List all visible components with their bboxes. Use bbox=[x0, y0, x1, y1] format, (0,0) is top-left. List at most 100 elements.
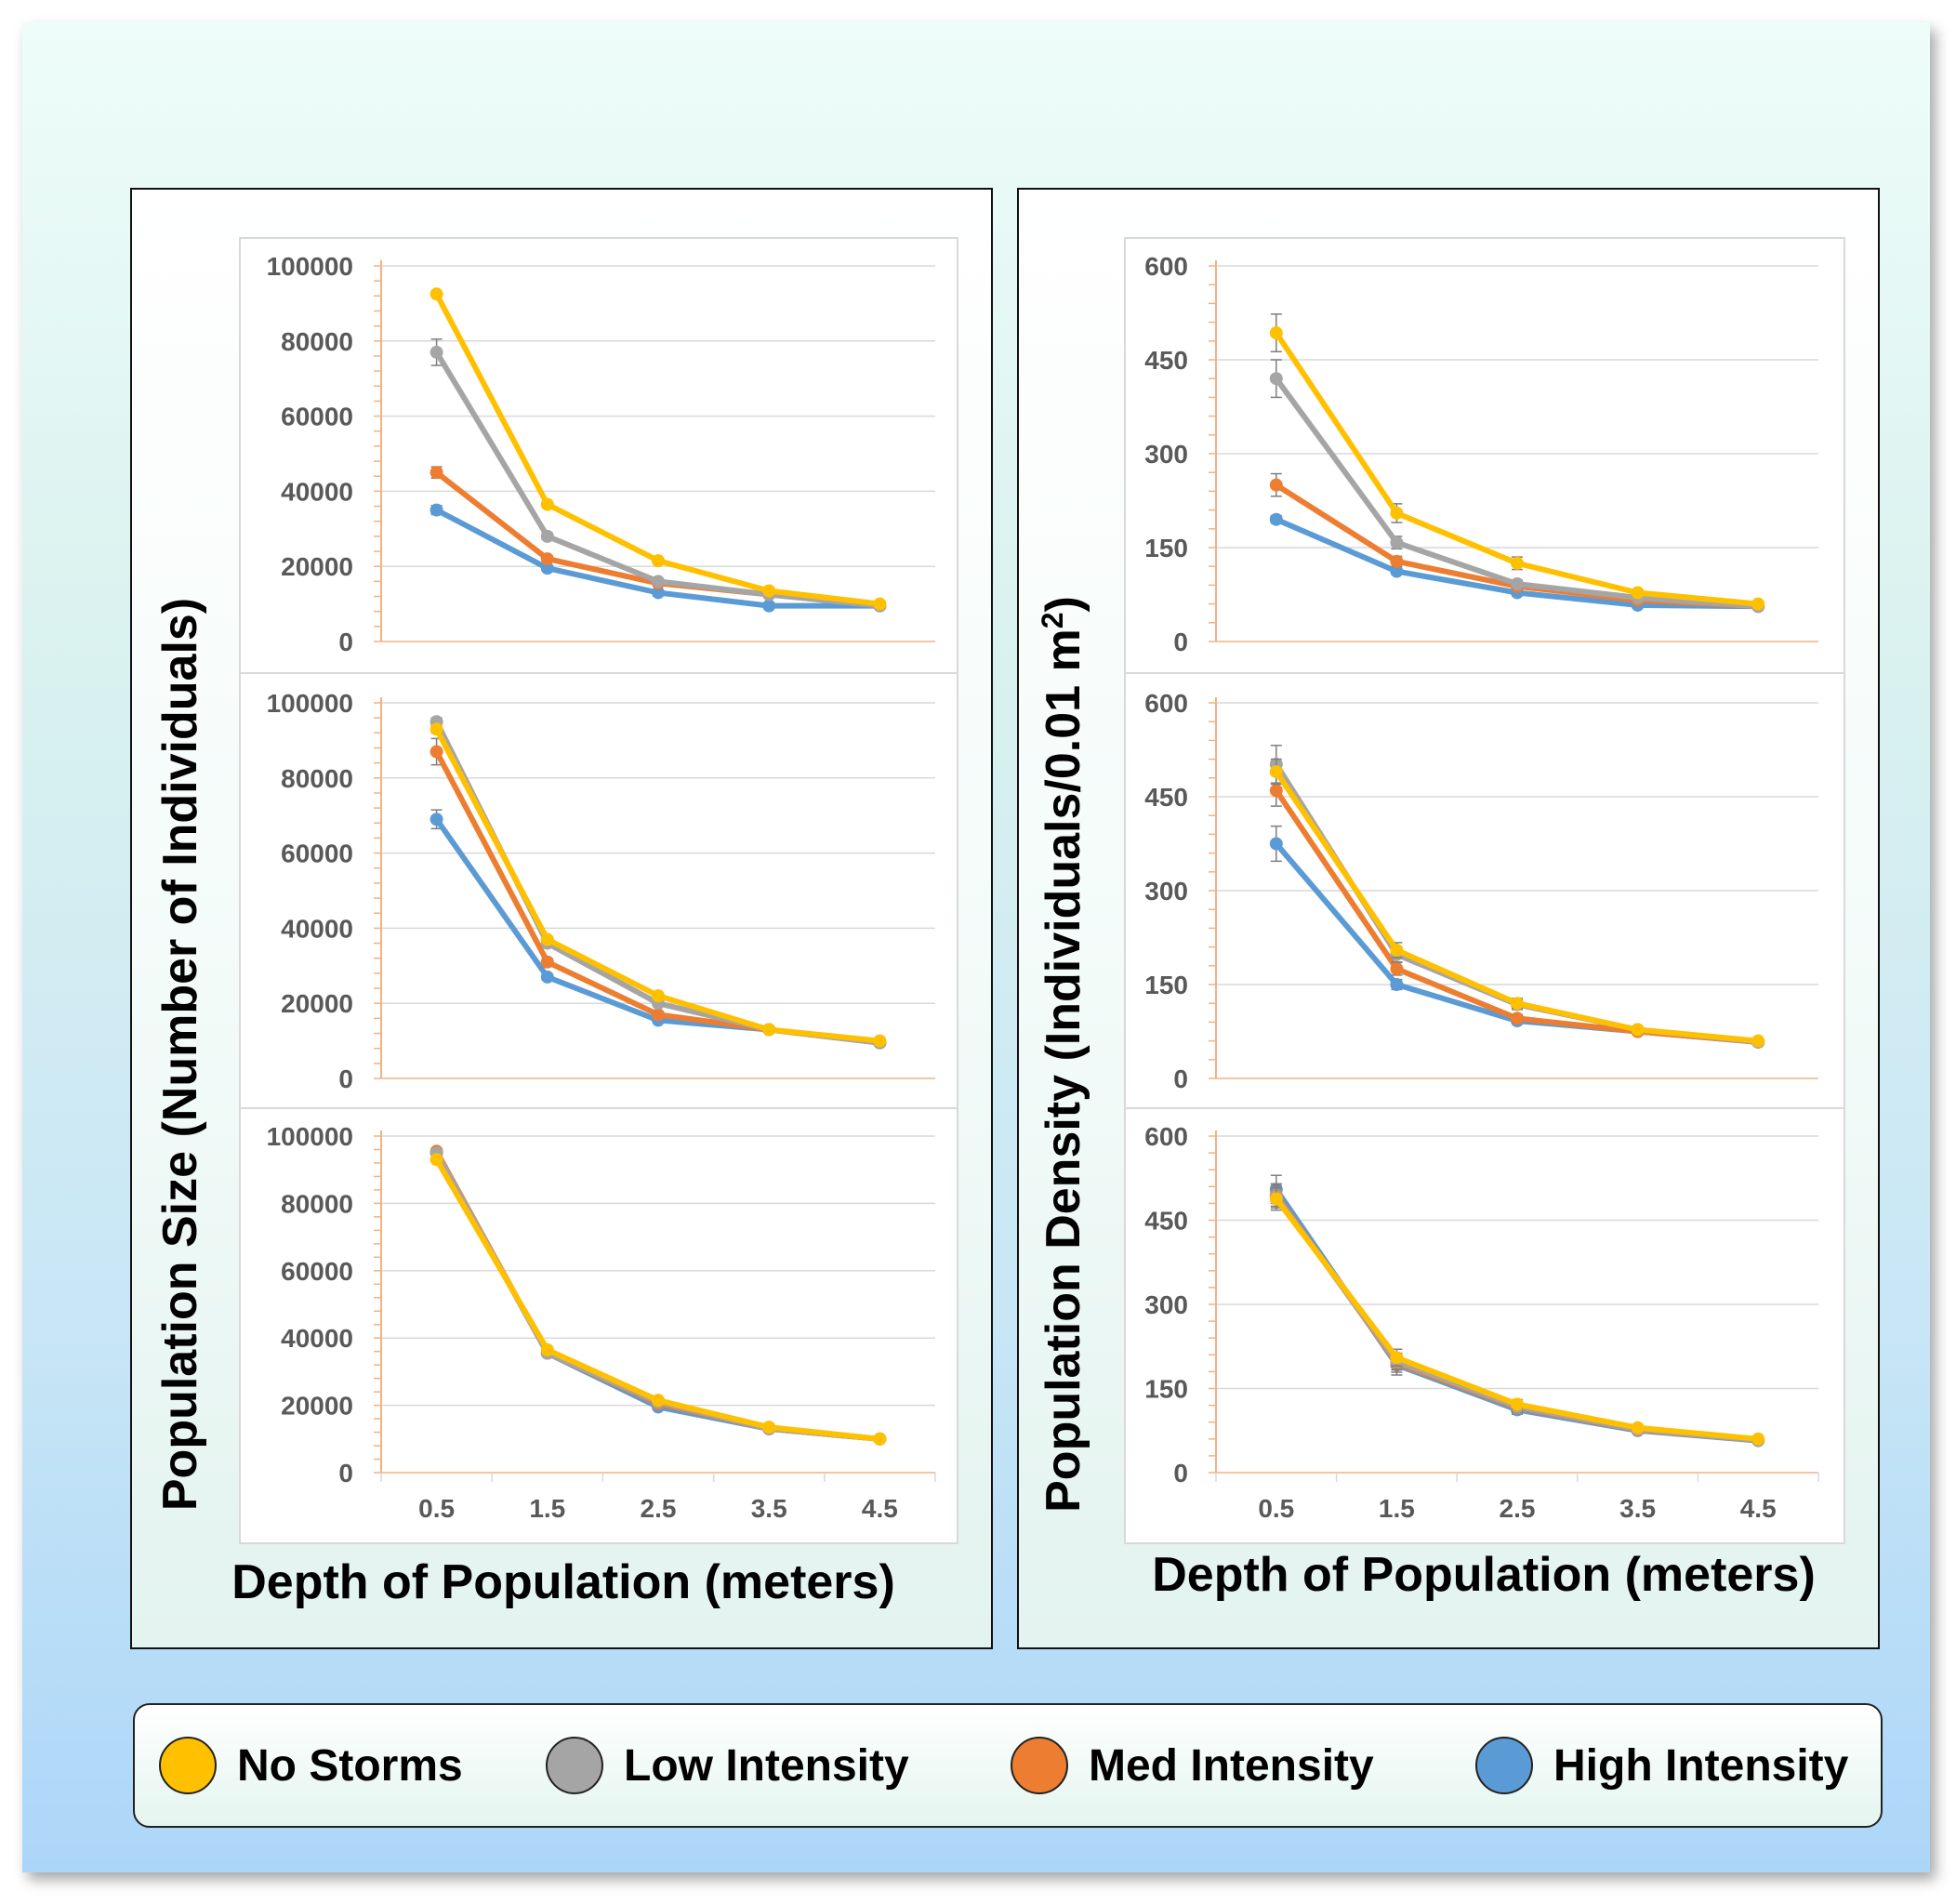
legend-item-med-intensity: Med Intensity bbox=[1011, 1705, 1374, 1826]
left-row1-point-no-storms bbox=[652, 989, 665, 1003]
right-row2-point-no-storms bbox=[1751, 1432, 1765, 1446]
left-row1-chart: 0 20000 40000 60000 80000 100000 bbox=[239, 672, 958, 1109]
right-row0-point-low-intensity bbox=[1511, 577, 1524, 591]
right-row1-series-no-storms bbox=[1269, 758, 1765, 1048]
legend-label-high-intensity: High Intensity bbox=[1553, 1740, 1849, 1791]
right-row0-point-no-storms bbox=[1751, 597, 1765, 611]
legend-label-low-intensity: Low Intensity bbox=[624, 1740, 909, 1791]
left-row1-y-tick-label: 20000 bbox=[281, 989, 353, 1018]
right-row1-y-tick-label: 600 bbox=[1144, 689, 1188, 718]
left-row1-series-no-storms bbox=[430, 722, 887, 1048]
left-row0-point-high-intensity bbox=[652, 586, 665, 600]
left-row1-y-tick-label: 100000 bbox=[267, 689, 353, 718]
left-row0-point-high-intensity bbox=[540, 562, 554, 575]
left-row2-x-tick-label: 0.5 bbox=[418, 1494, 455, 1523]
left-row1-y-tick-label: 60000 bbox=[281, 840, 353, 868]
legend-item-low-intensity: Low Intensity bbox=[546, 1705, 909, 1826]
population-density-plots: 0150300450600015030045060001503004506000… bbox=[1124, 237, 1845, 1544]
left-row0-point-no-storms bbox=[540, 497, 554, 511]
right-row2-plot-area bbox=[1124, 1107, 1845, 1544]
population-size-panel: 0 20000 40000 60000 80000 100000 0 20000 40000 60… bbox=[130, 188, 993, 1649]
left-row0-point-low-intensity bbox=[652, 575, 665, 588]
right-row1-y-tick-label: 300 bbox=[1144, 877, 1188, 906]
left-row0-chart: 0 20000 40000 60000 80000 100000 bbox=[239, 237, 958, 674]
left-row2-y-tick-label: 20000 bbox=[281, 1392, 353, 1421]
left-row2-point-no-storms bbox=[540, 1342, 554, 1356]
right-row2-point-no-storms bbox=[1269, 1192, 1283, 1206]
left-row0-point-med-intensity bbox=[430, 466, 443, 480]
right-row1-point-no-storms bbox=[1631, 1023, 1645, 1037]
right-row1-y-tick-label: 150 bbox=[1144, 971, 1188, 999]
left-row2-x-tick-label: 1.5 bbox=[529, 1494, 565, 1523]
left-row0-y-tick-label: 60000 bbox=[281, 403, 353, 431]
left-row2-point-no-storms bbox=[652, 1394, 665, 1408]
right-row2-x-tick-label: 4.5 bbox=[1740, 1494, 1777, 1523]
right-row0-series-no-storms bbox=[1269, 313, 1765, 611]
left-row2-y-tick-label: 60000 bbox=[281, 1257, 353, 1286]
left-row1-point-no-storms bbox=[762, 1023, 776, 1037]
population-size-x-axis-label: Depth of Population (meters) bbox=[231, 1555, 895, 1609]
left-row2-y-tick-label: 40000 bbox=[281, 1324, 353, 1353]
left-row0-point-med-intensity bbox=[540, 552, 554, 566]
right-row0-y-tick-label: 600 bbox=[1144, 252, 1188, 281]
right-row2-point-no-storms bbox=[1511, 1397, 1524, 1411]
right-row0-chart: 0 150 300 450 600 bbox=[1124, 237, 1845, 674]
left-row0-point-no-storms bbox=[652, 554, 665, 568]
left-row1-point-med-intensity bbox=[652, 1008, 665, 1022]
high-intensity-swatch-icon bbox=[1475, 1737, 1533, 1794]
left-row2-y-tick-label: 100000 bbox=[267, 1122, 353, 1151]
right-row2-x-tick-label: 0.5 bbox=[1258, 1494, 1294, 1523]
right-row0-point-low-intensity bbox=[1390, 536, 1404, 549]
left-row0-y-tick-label: 0 bbox=[338, 628, 353, 656]
density-label-main: Population Density (Individuals/0.01 m bbox=[1037, 628, 1091, 1513]
left-row0-point-high-intensity bbox=[430, 503, 443, 517]
right-row2-point-no-storms bbox=[1631, 1421, 1645, 1435]
left-row0-y-tick-label: 100000 bbox=[267, 252, 353, 281]
right-row0-y-tick-label: 450 bbox=[1144, 346, 1188, 375]
right-row1-point-no-storms bbox=[1269, 765, 1283, 779]
left-row1-point-high-intensity bbox=[540, 970, 554, 984]
population-density-x-axis-label: Depth of Population (meters) bbox=[1152, 1548, 1816, 1602]
left-row1-point-no-storms bbox=[540, 932, 554, 946]
figure-frame: 0 20000 40000 60000 80000 100000 0 20000 40000 60… bbox=[22, 22, 1930, 1872]
left-row2-y-tick-label: 80000 bbox=[281, 1189, 353, 1218]
right-row2-y-tick-label: 150 bbox=[1144, 1375, 1188, 1404]
left-row0-point-no-storms bbox=[873, 597, 887, 611]
right-row2-x-tick-label: 2.5 bbox=[1500, 1494, 1536, 1523]
population-density-panel: 0 150 300 450 600 0 150 300 450 600 0 150 300 450 600 0… bbox=[1017, 188, 1880, 1649]
left-row0-y-tick-label: 80000 bbox=[281, 327, 353, 356]
left-row2-y-tick-label: 0 bbox=[338, 1459, 353, 1488]
legend: No Storms Low Intensity Med Intensity Hi… bbox=[133, 1703, 1883, 1828]
right-row1-point-high-intensity bbox=[1269, 837, 1283, 851]
right-row0-point-no-storms bbox=[1269, 326, 1283, 340]
left-row0-point-low-intensity bbox=[540, 529, 554, 543]
right-row0-point-no-storms bbox=[1631, 586, 1645, 600]
right-row1-point-no-storms bbox=[1511, 997, 1524, 1011]
left-row2-x-tick-label: 3.5 bbox=[751, 1494, 787, 1523]
left-row2-chart: 0 20000 40000 60000 80000 100000 0.5 1.5 2.5 3.5 4… bbox=[239, 1107, 958, 1544]
legend-label-no-storms: No Storms bbox=[237, 1740, 463, 1791]
left-row0-point-no-storms bbox=[430, 287, 443, 301]
left-row1-plot-area bbox=[239, 672, 958, 1109]
left-row2-plot-area bbox=[239, 1107, 958, 1544]
population-size-y-axis-label: Population Size (Number of Individuals) bbox=[153, 597, 207, 1512]
left-row1-point-med-intensity bbox=[540, 955, 554, 969]
right-row0-y-tick-label: 0 bbox=[1173, 628, 1188, 656]
right-row1-point-med-intensity bbox=[1390, 962, 1404, 976]
left-row1-point-high-intensity bbox=[430, 813, 443, 826]
right-row2-point-no-storms bbox=[1390, 1351, 1404, 1365]
left-row1-y-tick-label: 0 bbox=[338, 1064, 353, 1093]
right-row0-point-no-storms bbox=[1390, 506, 1404, 520]
right-row2-series-no-storms bbox=[1269, 1186, 1765, 1446]
med-intensity-swatch-icon bbox=[1011, 1737, 1068, 1794]
right-row1-chart: 0 150 300 450 600 bbox=[1124, 672, 1845, 1109]
right-row0-point-high-intensity bbox=[1390, 564, 1404, 578]
right-row2-y-tick-label: 300 bbox=[1144, 1290, 1188, 1319]
left-row2-series-no-storms bbox=[430, 1153, 887, 1446]
right-row1-y-tick-label: 0 bbox=[1173, 1064, 1188, 1093]
left-row2-point-no-storms bbox=[873, 1432, 887, 1446]
density-label-end: ) bbox=[1037, 596, 1091, 613]
left-row2-x-tick-label: 4.5 bbox=[862, 1494, 898, 1523]
right-row2-x-tick-label: 3.5 bbox=[1619, 1494, 1656, 1523]
left-row0-y-tick-label: 40000 bbox=[281, 477, 353, 506]
